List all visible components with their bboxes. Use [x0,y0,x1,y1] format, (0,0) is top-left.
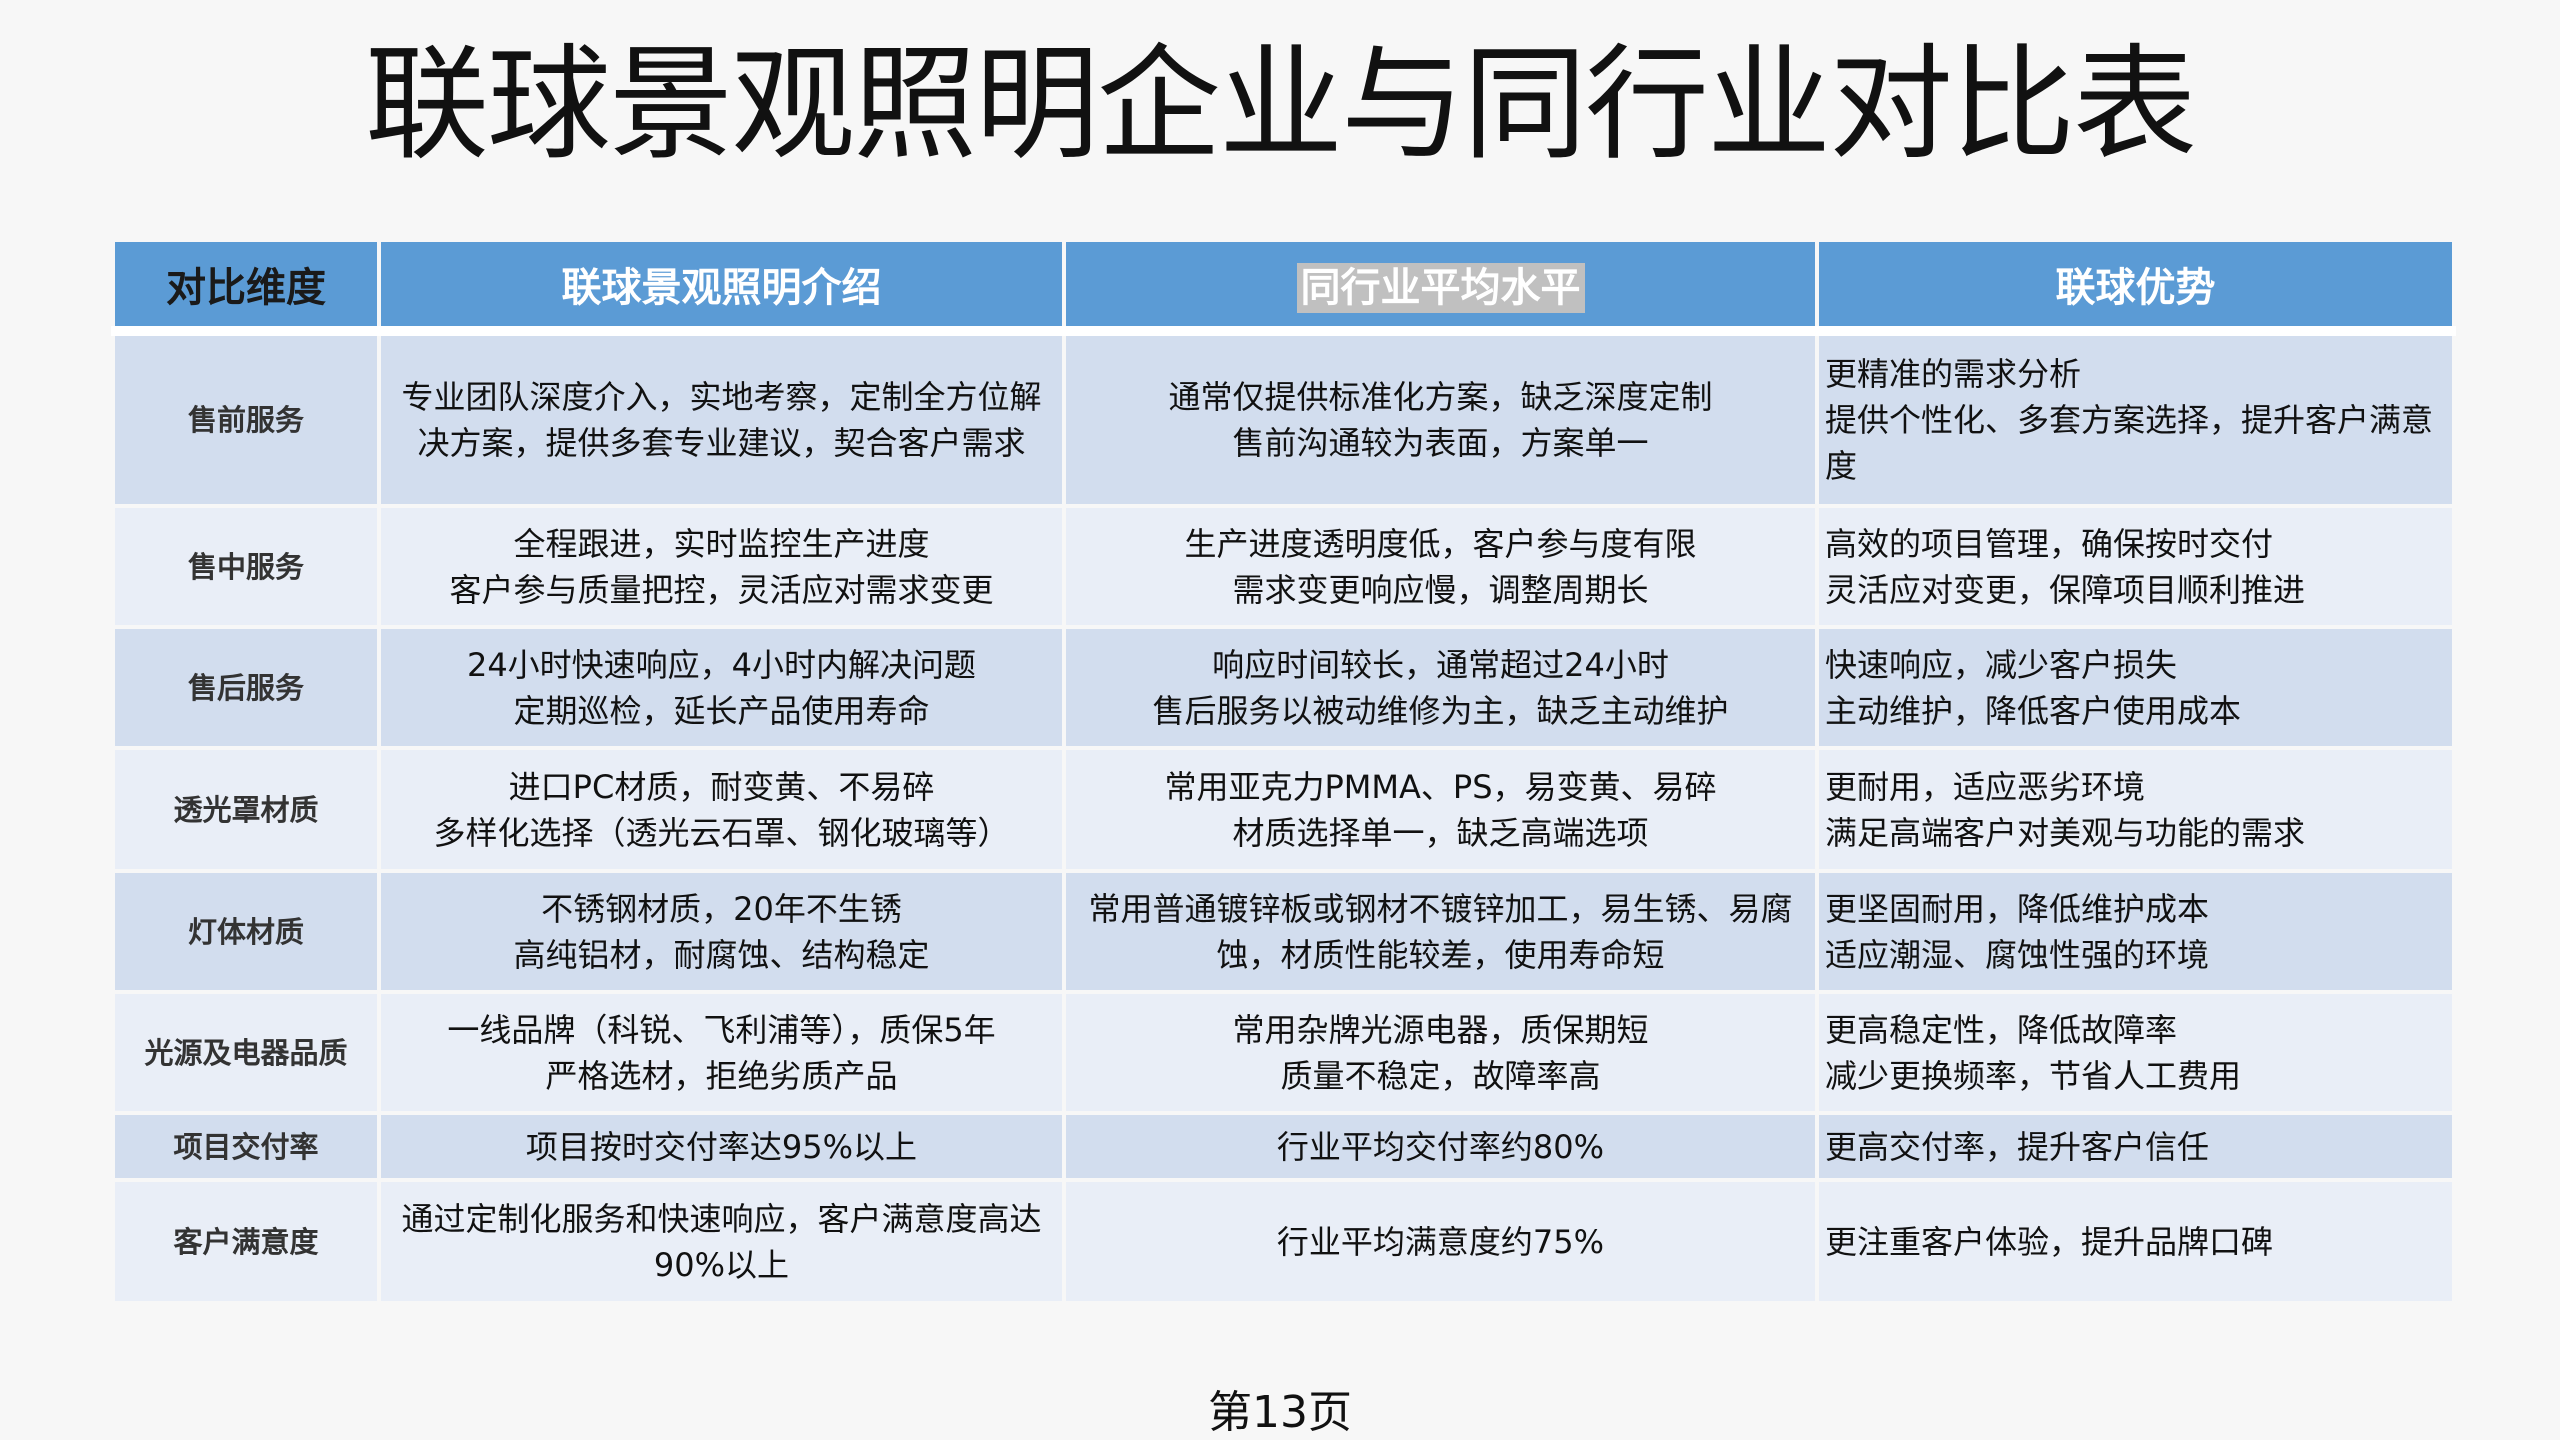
advantage-cell: 更高稳定性，降低故障率减少更换频率，节省人工费用 [1815,990,2456,1115]
cell-line: 响应时间较长，通常超过24小时 [1212,645,1669,684]
industry-cell: 行业平均交付率约80% [1062,1111,1819,1182]
cell-line: 一线品牌（科锐、飞利浦等），质保5年 [447,1010,996,1049]
industry-cell: 响应时间较长，通常超过24小时售后服务以被动维修为主，缺乏主动维护 [1062,625,1819,750]
cell-line: 生产进度透明度低，客户参与度有限 [1184,524,1697,563]
cell-line: 更耐用，适应恶劣环境 [1825,767,2146,806]
table-row: 透光罩材质 进口PC材质，耐变黄、不易碎 多样化选择（透光云石罩、钢化玻璃等） 常用亚… [111,746,2456,873]
table-row: 客户满意度 通过定制化服务和快速响应，客户满意度高达90%以上 行业平均满意度约75… [111,1178,2456,1305]
cell-line: 多样化选择（透光云石罩、钢化玻璃等） [433,813,1010,852]
cell-line: 高效的项目管理，确保按时交付 [1825,524,2274,563]
cell-line: 通过定制化服务和快速响应，客户满意度高达90%以上 [401,1199,1042,1284]
table-row: 售后服务 24小时快速响应，4小时内解决问题 定期巡检，延长产品使用寿命 响应时间较长… [111,625,2456,750]
cell-line: 常用亚克力PMMA、PS，易变黄、易碎 [1164,767,1717,806]
dimension-cell: 灯体材质 [111,869,381,994]
advantage-cell: 更耐用，适应恶劣环境满足高端客户对美观与功能的需求 [1815,746,2456,873]
intro-cell: 24小时快速响应，4小时内解决问题 定期巡检，延长产品使用寿命 [377,625,1066,750]
intro-cell: 通过定制化服务和快速响应，客户满意度高达90%以上 [377,1178,1066,1305]
table-row: 项目交付率 项目按时交付率达95%以上 行业平均交付率约80% 更高交付率，提升客户信… [111,1111,2456,1182]
industry-cell: 通常仅提供标准化方案，缺乏深度定制 售前沟通较为表面，方案单一 [1062,329,1819,508]
header-industry-label: 同行业平均水平 [1296,263,1585,313]
table-row: 灯体材质 不锈钢材质，20年不生锈 高纯铝材，耐腐蚀、结构稳定 常用普通镀锌板或钢材不… [111,869,2456,994]
advantage-cell: 高效的项目管理，确保按时交付 灵活应对变更，保障项目顺利推进 [1815,504,2456,629]
intro-cell: 专业团队深度介入，实地考察，定制全方位解决方案，提供多套专业建议，契合客户需求 [377,329,1066,508]
industry-cell: 常用普通镀锌板或钢材不镀锌加工，易生锈、易腐蚀，材质性能较差，使用寿命短 [1062,869,1819,994]
comparison-table: 对比维度 联球景观照明介绍 同行业平均水平 联球优势 售前服务 专业团队深度介入，… [111,238,2456,1305]
cell-line: 材质选择单一，缺乏高端选项 [1232,813,1649,852]
cell-line: 高纯铝材，耐腐蚀、结构稳定 [513,935,930,974]
cell-line: 满足高端客户对美观与功能的需求 [1825,813,2306,852]
table-row: 光源及电器品质 一线品牌（科锐、飞利浦等），质保5年 严格选材，拒绝劣质产品 常用杂牌… [111,990,2456,1115]
dimension-cell: 售前服务 [111,329,381,508]
table-header-row: 对比维度 联球景观照明介绍 同行业平均水平 联球优势 [111,238,2456,336]
cell-line: 客户参与质量把控，灵活应对需求变更 [449,570,994,609]
cell-line: 更精准的需求分析 [1825,355,2082,393]
dimension-cell: 光源及电器品质 [111,990,381,1115]
industry-cell: 常用杂牌光源电器，质保期短 质量不稳定，故障率高 [1062,990,1819,1115]
industry-cell: 生产进度透明度低，客户参与度有限 需求变更响应慢，调整周期长 [1062,504,1819,629]
advantage-cell: 更坚固耐用，降低维护成本 适应潮湿、腐蚀性强的环境 [1815,869,2456,994]
cell-line: 定期巡检，延长产品使用寿命 [513,691,930,730]
cell-line: 售前沟通较为表面，方案单一 [1232,424,1649,462]
cell-line: 严格选材，拒绝劣质产品 [545,1056,898,1095]
cell-line: 适应潮湿、腐蚀性强的环境 [1825,935,2210,974]
cell-line: 提供个性化、多套方案选择，提升客户满意度 [1825,401,2434,485]
header-dimension: 对比维度 [111,238,381,336]
dimension-cell: 透光罩材质 [111,746,381,873]
cell-line: 更高稳定性，降低故障率 [1825,1010,2178,1049]
cell-line: 更坚固耐用，降低维护成本 [1825,889,2210,928]
intro-cell: 全程跟进，实时监控生产进度客户参与质量把控，灵活应对需求变更 [377,504,1066,629]
header-advantage: 联球优势 [1815,238,2456,336]
page-number: 第13页 [1208,1387,1352,1438]
dimension-cell: 项目交付率 [111,1111,381,1182]
cell-line: 更高交付率，提升客户信任 [1825,1127,2210,1166]
advantage-cell: 更高交付率，提升客户信任 [1815,1111,2456,1182]
intro-cell: 进口PC材质，耐变黄、不易碎多样化选择（透光云石罩、钢化玻璃等） [377,746,1066,873]
cell-line: 专业团队深度介入，实地考察，定制全方位解决方案，提供多套专业建议，契合客户需求 [401,378,1042,462]
cell-line: 售后服务以被动维修为主，缺乏主动维护 [1152,691,1729,730]
cell-line: 全程跟进，实时监控生产进度 [513,524,930,563]
cell-line: 行业平均交付率约80% [1276,1127,1605,1166]
cell-line: 进口PC材质，耐变黄、不易碎 [508,767,935,806]
cell-line: 通常仅提供标准化方案，缺乏深度定制 [1168,378,1713,416]
dimension-cell: 售后服务 [111,625,381,750]
advantage-cell: 快速响应，减少客户损失主动维护，降低客户使用成本 [1815,625,2456,750]
cell-line: 常用杂牌光源电器，质保期短 [1232,1010,1649,1049]
cell-line: 24小时快速响应，4小时内解决问题 [466,645,977,684]
table-row: 售前服务 专业团队深度介入，实地考察，定制全方位解决方案，提供多套专业建议，契合客… [111,329,2456,508]
cell-line: 减少更换频率，节省人工费用 [1825,1056,2242,1095]
header-intro: 联球景观照明介绍 [377,238,1066,336]
cell-line: 不锈钢材质，20年不生锈 [541,889,902,928]
header-industry: 同行业平均水平 [1062,238,1819,336]
intro-cell: 项目按时交付率达95%以上 [377,1111,1066,1182]
cell-line: 灵活应对变更，保障项目顺利推进 [1825,570,2306,609]
cell-line: 更注重客户体验，提升品牌口碑 [1825,1222,2274,1261]
cell-line: 需求变更响应慢，调整周期长 [1232,570,1649,609]
table-row: 售中服务 全程跟进，实时监控生产进度 客户参与质量把控，灵活应对需求变更 生产进度透明… [111,504,2456,629]
advantage-cell: 更精准的需求分析提供个性化、多套方案选择，提升客户满意度 [1815,329,2456,508]
cell-line: 常用普通镀锌板或钢材不镀锌加工，易生锈、易腐蚀，材质性能较差，使用寿命短 [1088,889,1793,974]
industry-cell: 行业平均满意度约75% [1062,1178,1819,1305]
cell-line: 项目按时交付率达95%以上 [525,1127,918,1166]
cell-line: 质量不稳定，故障率高 [1280,1056,1601,1095]
cell-line: 行业平均满意度约75% [1276,1222,1605,1261]
cell-line: 主动维护，降低客户使用成本 [1825,691,2242,730]
advantage-cell: 更注重客户体验，提升品牌口碑 [1815,1178,2456,1305]
industry-cell: 常用亚克力PMMA、PS，易变黄、易碎 材质选择单一，缺乏高端选项 [1062,746,1819,873]
dimension-cell: 客户满意度 [111,1178,381,1305]
dimension-cell: 售中服务 [111,504,381,629]
page-title: 联球景观照明企业与同行业对比表 [364,33,2197,177]
intro-cell: 不锈钢材质，20年不生锈 高纯铝材，耐腐蚀、结构稳定 [377,869,1066,994]
cell-line: 快速响应，减少客户损失 [1825,645,2178,684]
intro-cell: 一线品牌（科锐、飞利浦等），质保5年 严格选材，拒绝劣质产品 [377,990,1066,1115]
